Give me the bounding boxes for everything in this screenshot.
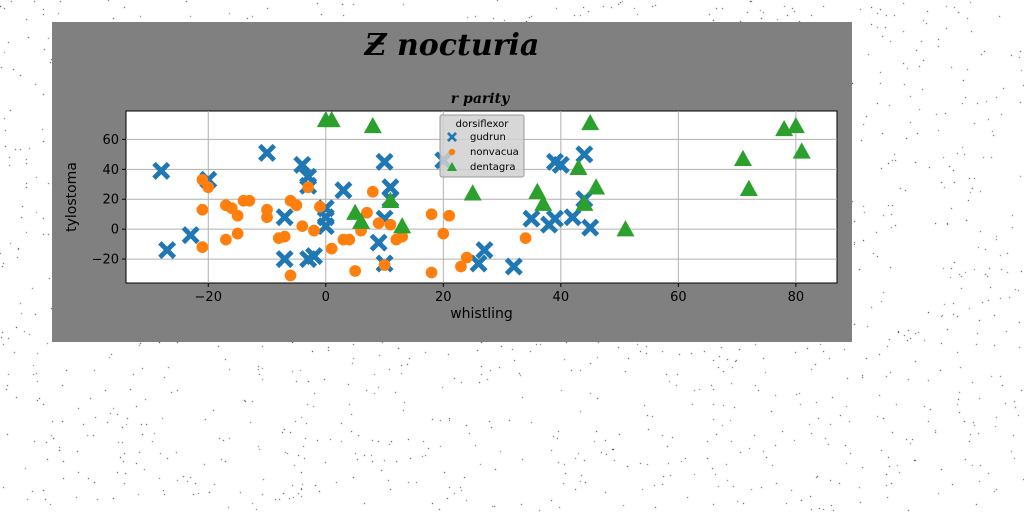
gudrun-point (152, 161, 171, 180)
gudrun-point (293, 155, 312, 174)
nonvacua-point (425, 266, 438, 279)
nonvacua-point (384, 218, 397, 231)
nonvacua-point (278, 230, 291, 243)
nonvacua-point (231, 209, 244, 222)
nonvacua-point (372, 217, 385, 230)
nonvacua-point (519, 232, 532, 244)
gudrun-point (469, 254, 488, 273)
legend-label-dentagra: dentagra (470, 162, 515, 173)
legend-marker-nonvacua (448, 148, 456, 156)
nonvacua-point (455, 260, 467, 273)
gudrun-point (305, 247, 324, 266)
nonvacua-point (290, 199, 303, 212)
dentagra-point (792, 142, 811, 159)
dentagra-point (322, 110, 341, 128)
nonvacua-point (460, 251, 473, 264)
nonvacua-point (302, 181, 315, 194)
nonvacua-point (343, 233, 356, 246)
legend-box (439, 114, 525, 178)
x-tick-label: 80 (788, 290, 805, 305)
gudrun-point (563, 208, 582, 227)
y-tick-label: 40 (102, 163, 119, 178)
legend-marker-dentagra (447, 162, 457, 171)
gudrun-point (275, 208, 294, 227)
legend-label-gudrun: gudrun (470, 132, 506, 143)
dentagra-point (587, 178, 606, 195)
dentagra-point (393, 217, 412, 234)
dentagra-point (463, 184, 482, 201)
y-tick-label: −20 (92, 253, 119, 268)
legend: dorsiflexor gudrun nonvacua dentagra (439, 114, 525, 178)
nonvacua-point (437, 227, 450, 240)
nonvacua-point (349, 265, 362, 277)
data-points (152, 110, 811, 282)
dentagra-point (786, 116, 805, 134)
nonvacua-point (325, 242, 338, 255)
dentagra-point (616, 220, 635, 237)
legend-title: dorsiflexor (456, 119, 510, 130)
gudrun-point (275, 250, 294, 269)
dentagra-point (528, 182, 547, 199)
nonvacua-point (366, 185, 379, 198)
chart-figure: Ƶ nocturia r parity −20 0 20 40 60 80 −20 0 20 40… (52, 22, 852, 342)
gudrun-point (545, 209, 564, 228)
gudrun-point (475, 241, 494, 260)
gudrun-point (369, 233, 388, 252)
gudrun-point (575, 145, 594, 164)
dentagra-point (733, 149, 752, 167)
nonvacua-point (378, 259, 391, 271)
gudrun-point (551, 155, 570, 174)
gudrun-point (316, 217, 335, 236)
dentagra-point (581, 113, 600, 131)
y-axis-label: tylostoma (64, 162, 80, 232)
gudrun-point (522, 209, 541, 228)
nonvacua-point (314, 200, 326, 213)
nonvacua-point (308, 224, 320, 237)
nonvacua-point (361, 206, 373, 219)
gudrun-point (181, 226, 200, 245)
nonvacua-point (231, 227, 244, 240)
gudrun-point (504, 257, 523, 276)
dentagra-point (363, 116, 382, 134)
dentagra-point (569, 158, 588, 176)
nonvacua-point (220, 233, 232, 246)
nonvacua-point (261, 211, 273, 224)
dentagra-point (739, 179, 758, 196)
axis-ticks: −20 0 20 40 60 80 −20 0 20 40 60 (92, 133, 805, 305)
nonvacua-point (196, 203, 209, 216)
y-tick-label: 20 (102, 193, 119, 208)
legend-label-nonvacua: nonvacua (470, 147, 519, 158)
nonvacua-point (396, 230, 409, 243)
dentagra-point (381, 191, 400, 208)
dentagra-point (575, 194, 594, 211)
nonvacua-point (202, 181, 215, 194)
x-tick-label: −20 (195, 290, 222, 305)
dentagra-point (352, 212, 371, 229)
gudrun-point (334, 181, 353, 200)
gudrun-point (158, 241, 177, 260)
chart-subtitle: r parity (451, 91, 510, 107)
nonvacua-point (284, 269, 297, 282)
gudrun-point (375, 152, 394, 171)
x-tick-label: 40 (553, 290, 570, 305)
x-axis-label: whistling (450, 306, 513, 322)
y-tick-label: 60 (102, 133, 119, 148)
nonvacua-point (196, 241, 209, 253)
nonvacua-point (243, 194, 256, 207)
gudrun-point (258, 143, 277, 162)
nonvacua-point (443, 209, 456, 222)
x-tick-label: 60 (670, 290, 687, 305)
nonvacua-point (296, 220, 309, 233)
chart-title: Ƶ nocturia (363, 28, 540, 63)
nonvacua-point (425, 208, 438, 221)
y-tick-label: 0 (111, 223, 119, 238)
dentagra-point (534, 194, 553, 211)
gudrun-point (581, 218, 600, 237)
x-tick-label: 20 (435, 290, 452, 305)
x-tick-label: 0 (322, 290, 330, 305)
legend-marker-gudrun (447, 132, 457, 142)
scatter-chart: Ƶ nocturia r parity −20 0 20 40 60 80 −20 0 20 40… (64, 28, 838, 322)
